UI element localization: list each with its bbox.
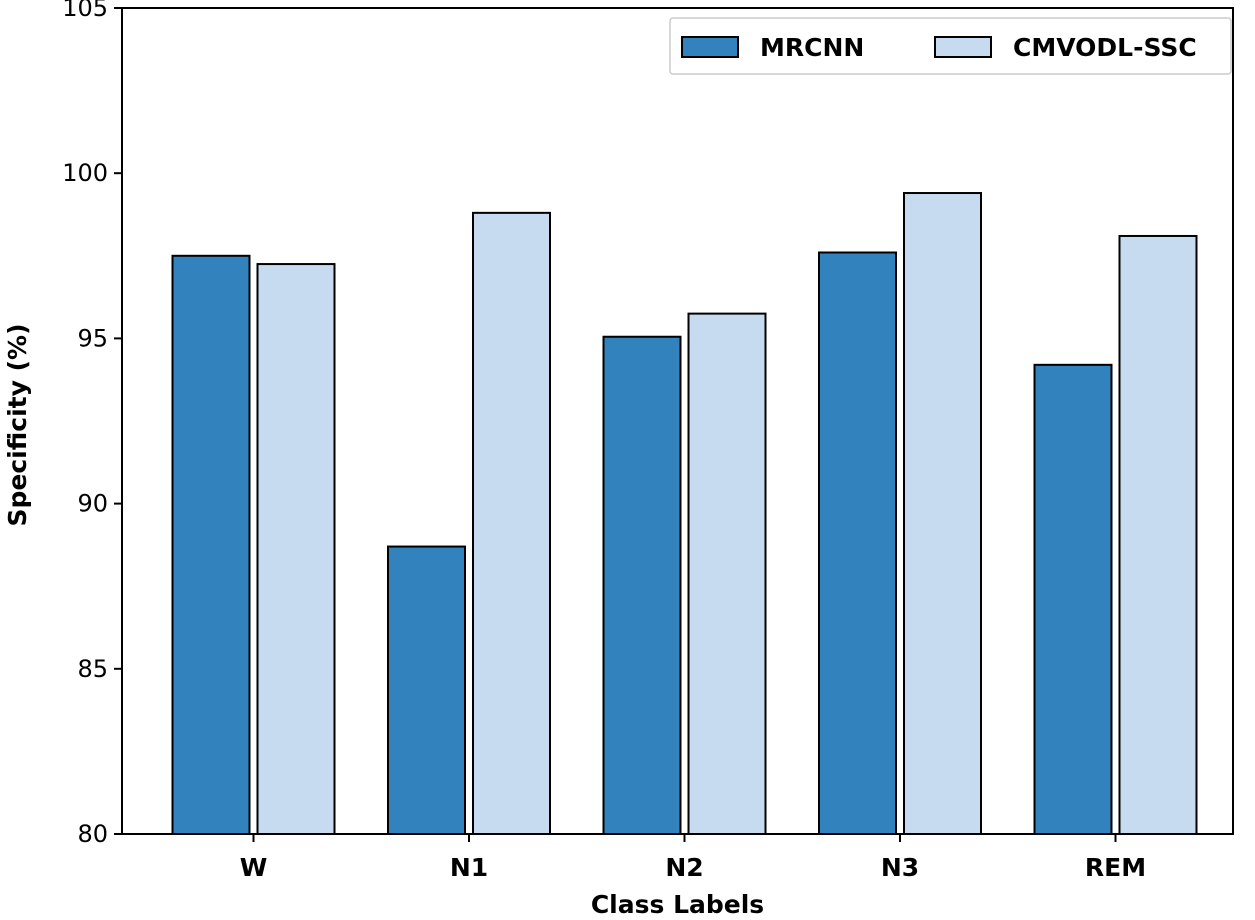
legend-label-cmvodl-ssc: CMVODL-SSC	[1013, 33, 1197, 62]
bars	[171, 192, 1198, 836]
y-tick-label: 90	[77, 490, 108, 518]
x-tick-label: N3	[881, 853, 919, 882]
x-axis-label: Class Labels	[591, 890, 764, 919]
legend-swatch-mrcnn	[681, 36, 739, 58]
plot-area-frame	[121, 7, 1234, 835]
y-tick-label: 105	[62, 0, 108, 22]
x-tick-label: REM	[1085, 853, 1146, 882]
y-axis-label: Specificity (%)	[3, 323, 32, 526]
bar-mrcnn-n3	[818, 251, 897, 836]
bar-mrcnn-n2	[602, 335, 682, 835]
bar-mrcnn-rem	[1033, 363, 1113, 835]
bar-mrcnn-n1	[387, 545, 466, 835]
bar-cmvodl-ssc-rem	[1118, 234, 1198, 835]
y-tick-label: 100	[62, 159, 108, 187]
bar-cmvodl-ssc-n1	[472, 211, 551, 835]
y-axis-ticks: 80 85 90 95 100 105	[62, 0, 122, 848]
legend-label-mrcnn: MRCNN	[760, 33, 864, 62]
y-tick-label: 80	[77, 820, 108, 848]
bar-mrcnn-w	[171, 254, 251, 836]
legend-swatch-cmvodl-ssc	[934, 36, 992, 58]
x-tick-label: W	[240, 853, 268, 882]
bar-cmvodl-ssc-w	[256, 263, 336, 835]
bar-cmvodl-ssc-n3	[903, 192, 982, 836]
x-tick-label: N2	[665, 853, 703, 882]
y-tick-label: 85	[77, 655, 108, 683]
x-tick-label: N1	[450, 853, 488, 882]
bar-cmvodl-ssc-n2	[687, 312, 767, 835]
x-axis-ticks: W N1 N2 N3 REM	[240, 834, 1146, 882]
legend: MRCNN CMVODL-SSC	[669, 17, 1232, 75]
y-tick-label: 95	[77, 324, 108, 352]
